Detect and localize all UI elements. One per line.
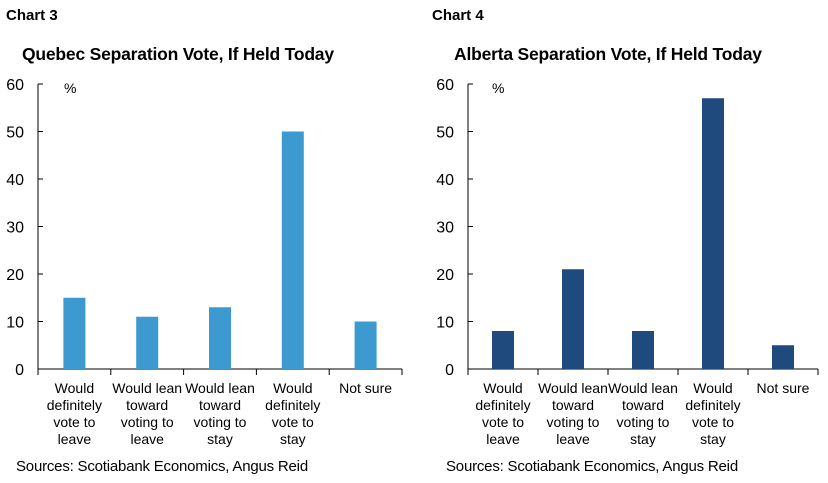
x-category-label: Would lean toward voting to stay (608, 380, 678, 447)
bar (209, 307, 231, 369)
chart-3-plot: 0 10 20 30 40 50 60 Would definitely vote to leave… (6, 77, 403, 447)
bar (354, 321, 377, 369)
y-tick-label: 40 (6, 172, 24, 189)
chart-4-plot: 0 10 20 30 40 50 60 Would definitely vote to leave… (436, 77, 819, 447)
chart-4-unit: % (492, 80, 505, 96)
bar (281, 131, 304, 369)
y-tick-label: 50 (436, 125, 454, 142)
x-category-label: Would definitely vote to leave (475, 380, 530, 447)
bar (562, 269, 584, 369)
y-tick-label: 30 (436, 220, 454, 237)
x-category-label: Not sure (757, 380, 810, 396)
y-tick-label: 30 (6, 220, 24, 237)
chart-4-title: Alberta Separation Vote, If Held Today (454, 44, 762, 64)
x-category-label: Would definitely vote to stay (685, 380, 740, 447)
chart-3-unit: % (64, 80, 77, 96)
y-tick-label: 10 (436, 315, 454, 332)
x-category-label: Would definitely vote to stay (265, 380, 320, 447)
bar (772, 345, 794, 369)
y-tick-label: 50 (6, 125, 24, 142)
chart-3-title: Quebec Separation Vote, If Held Today (22, 44, 334, 64)
chart-3-label: Chart 3 (6, 7, 58, 24)
y-tick-label: 40 (436, 172, 454, 189)
bar (136, 316, 159, 369)
y-tick-label: 0 (15, 362, 24, 379)
y-tick-label: 20 (6, 267, 24, 284)
y-tick-label: 20 (436, 267, 454, 284)
x-category-label: Would lean toward voting to leave (538, 380, 608, 447)
bar (492, 331, 514, 369)
x-category-label: Would lean toward voting to stay (185, 380, 255, 447)
bar (63, 297, 86, 369)
x-category-label: Not sure (339, 380, 392, 396)
chart-4-source: Sources: Scotiabank Economics, Angus Rei… (446, 458, 738, 475)
x-category-label: Would lean toward voting to leave (112, 380, 182, 447)
y-tick-label: 10 (6, 315, 24, 332)
chart-4-label: Chart 4 (432, 7, 484, 24)
chart-3-panel: Chart 3 Quebec Separation Vote, If Held … (6, 7, 403, 475)
y-tick-label: 60 (436, 77, 454, 94)
bar (702, 98, 724, 369)
y-tick-label: 60 (6, 77, 24, 94)
chart-3-source: Sources: Scotiabank Economics, Angus Rei… (16, 458, 308, 475)
x-category-label: Would definitely vote to leave (47, 380, 102, 447)
bar (632, 331, 654, 369)
chart-4-panel: Chart 4 Alberta Separation Vote, If Held… (414, 0, 828, 483)
y-tick-label: 0 (445, 362, 454, 379)
